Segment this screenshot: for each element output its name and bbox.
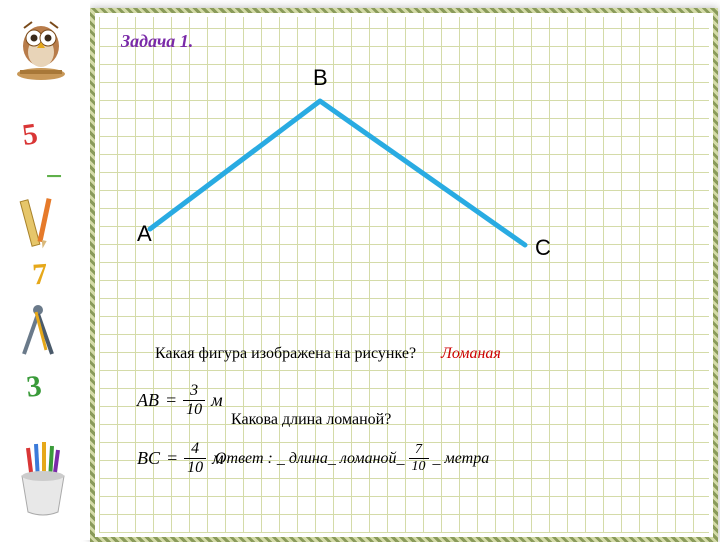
answer-1: Ломаная bbox=[441, 345, 501, 363]
segment-bc-label: BC bbox=[137, 448, 160, 469]
segment-ab-label: AB bbox=[137, 390, 159, 411]
fraction-bc: 4 10 bbox=[184, 441, 206, 476]
decorative-digit: 7 bbox=[19, 257, 61, 294]
decorative-digit: − bbox=[34, 160, 74, 194]
point-label-a: A bbox=[137, 221, 152, 247]
answer-prefix: Ответ : _ длина_ ломаной_ bbox=[215, 450, 405, 468]
question-1: Какая фигура изображена на рисунке? bbox=[155, 345, 416, 363]
fraction-ab: 3 10 bbox=[183, 383, 205, 418]
pencil-pot-icon bbox=[14, 440, 72, 523]
question-2: Какова длина ломаной? bbox=[231, 411, 391, 429]
main-panel: Задача 1. A B C Какая фигура изображена … bbox=[90, 8, 718, 542]
owl-icon bbox=[10, 14, 72, 89]
sidebar: 5 − 7 3 bbox=[0, 0, 90, 540]
decorative-digit: 3 bbox=[12, 368, 55, 406]
fraction-answer: 7 10 bbox=[409, 443, 429, 474]
answer-suffix: _ метра bbox=[433, 450, 490, 468]
formula-bc: BC = 4 10 м bbox=[137, 441, 224, 476]
polyline-diagram bbox=[95, 13, 703, 313]
compass-icon bbox=[16, 302, 60, 365]
point-label-b: B bbox=[313, 65, 328, 91]
point-label-c: C bbox=[535, 235, 551, 261]
final-answer: Ответ : _ длина_ ломаной_ 7 10 _ метра bbox=[215, 443, 489, 474]
decorative-digit: 5 bbox=[8, 115, 52, 154]
ruler-pencil-icon bbox=[16, 196, 64, 257]
formula-ab: AB = 3 10 м bbox=[137, 383, 223, 418]
unit-ab: м bbox=[211, 390, 223, 411]
